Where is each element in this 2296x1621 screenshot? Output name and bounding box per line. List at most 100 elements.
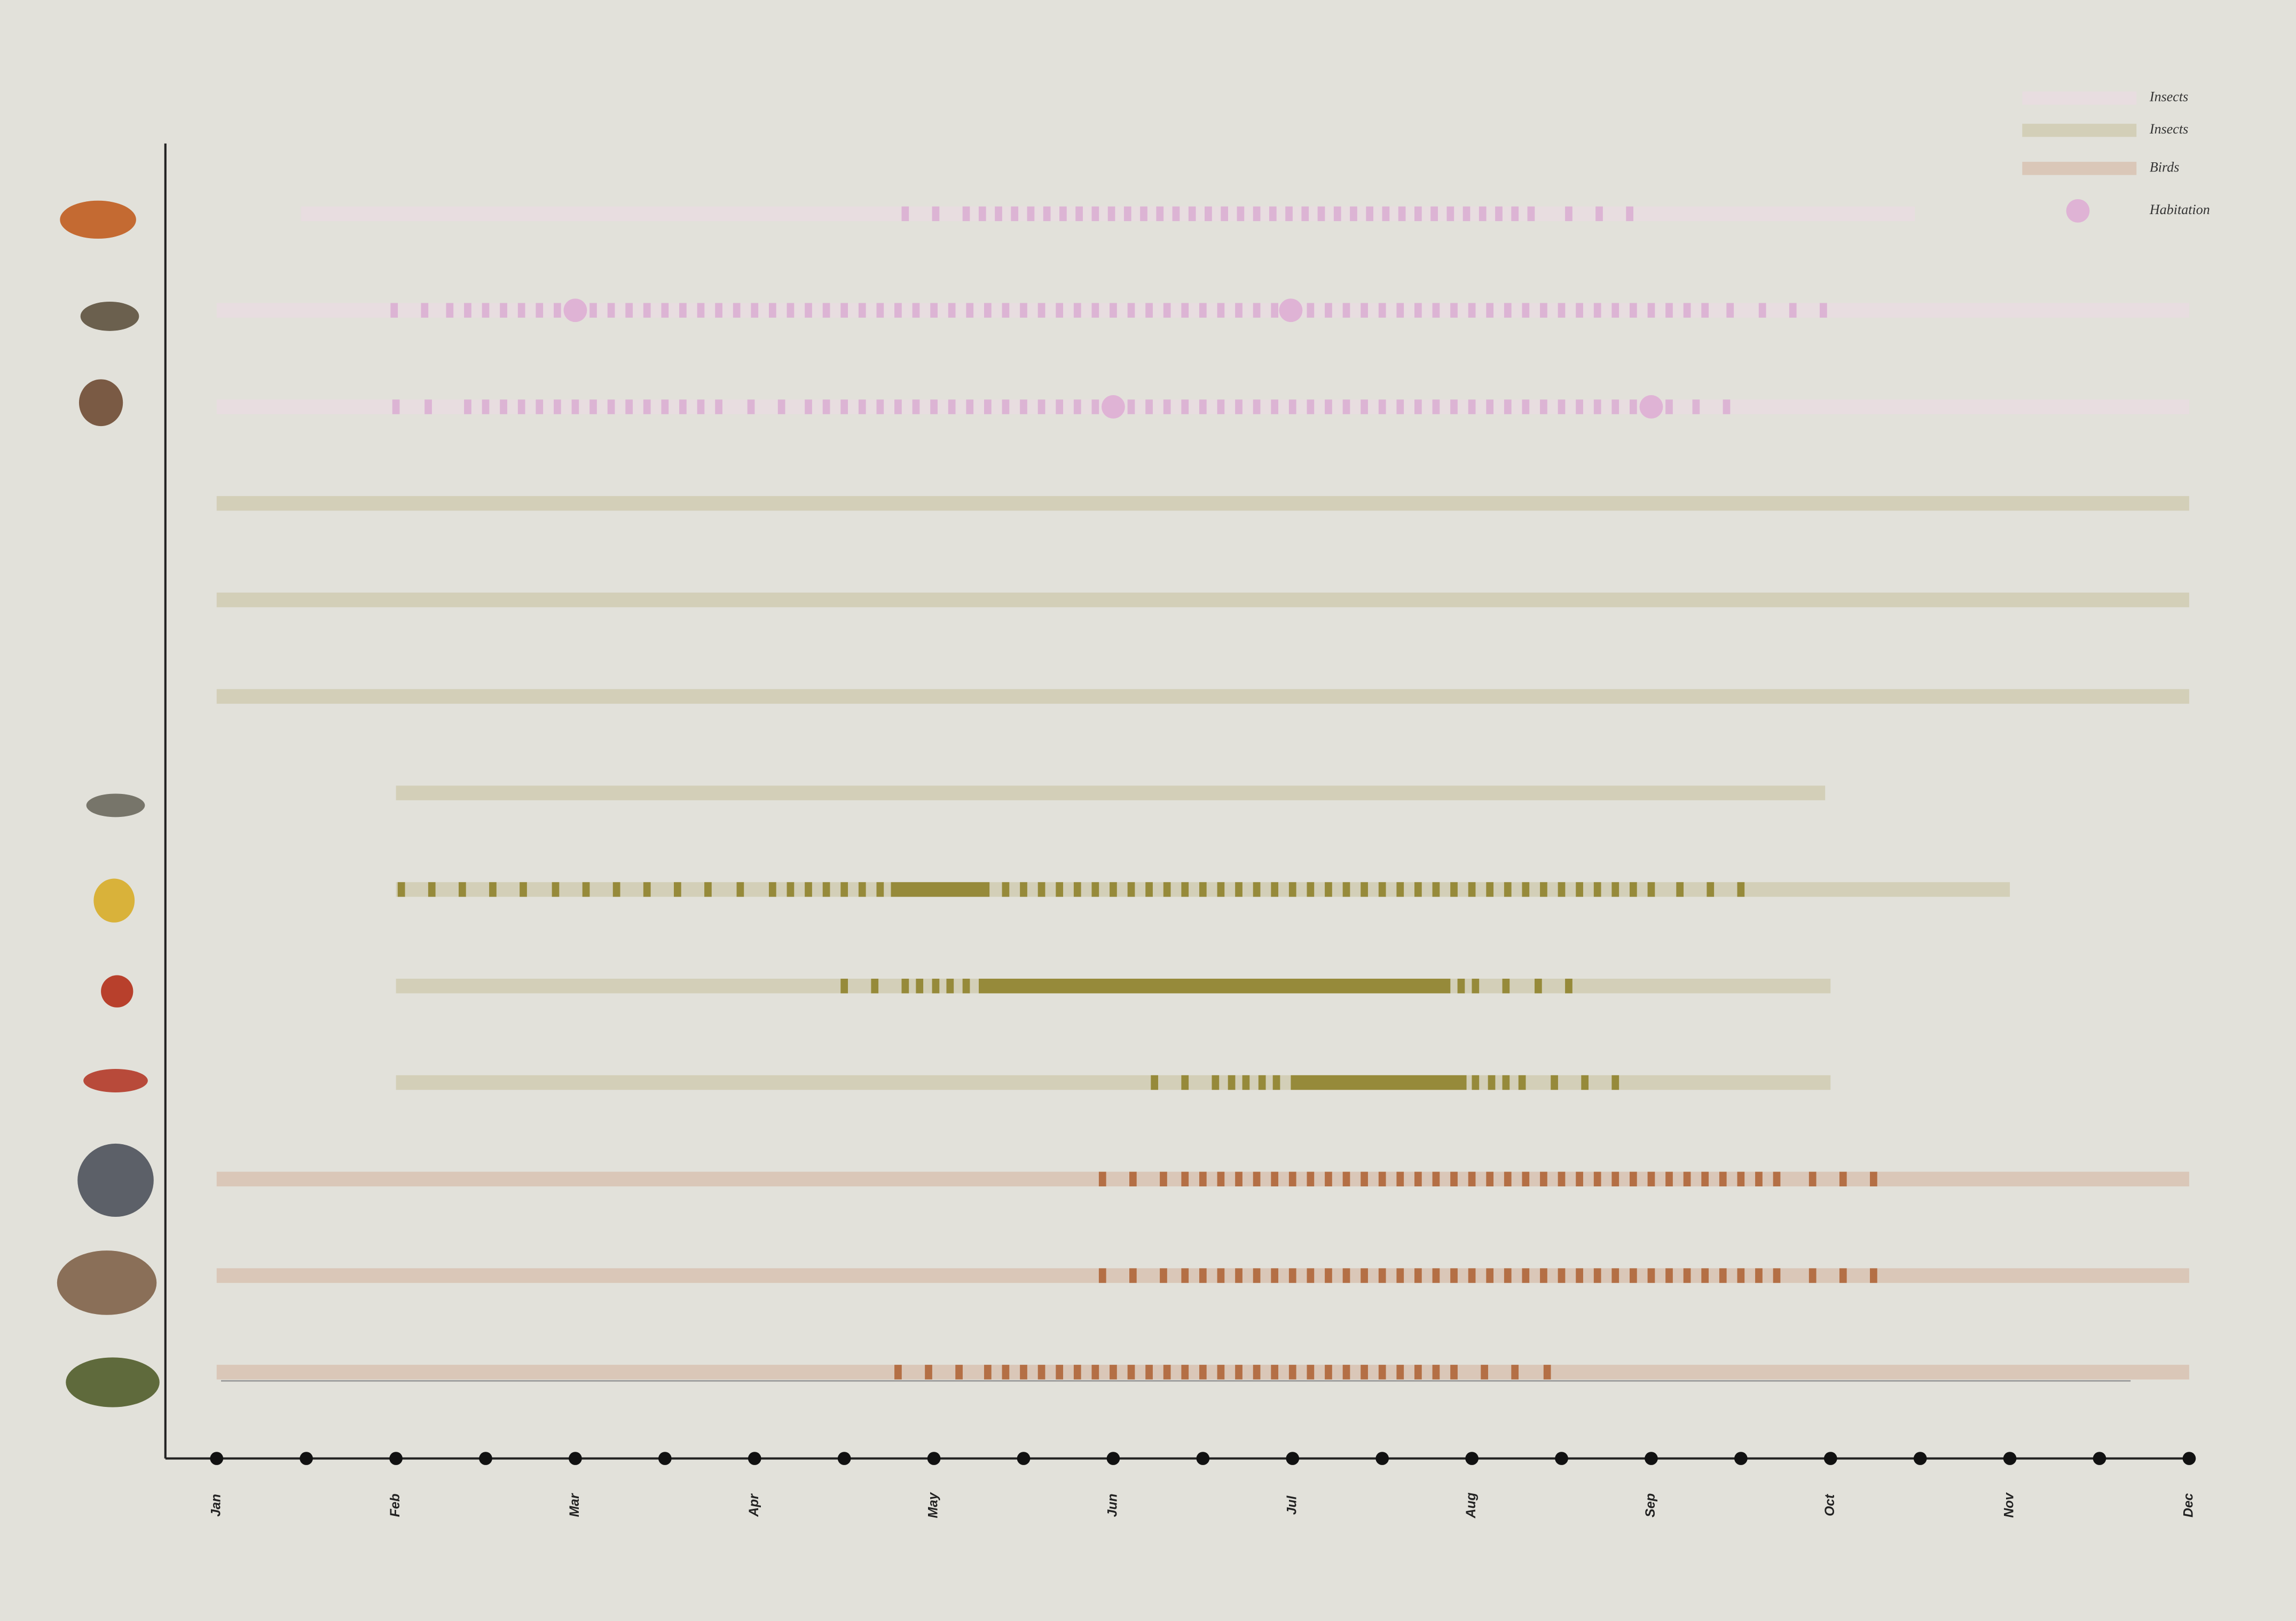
dash	[1432, 882, 1440, 897]
dash	[1502, 1075, 1510, 1090]
dash	[1020, 399, 1027, 414]
dash	[1540, 882, 1547, 897]
x-tick	[1465, 1452, 1479, 1465]
dash	[1212, 1075, 1220, 1090]
dash	[1502, 979, 1510, 994]
dash	[458, 882, 466, 897]
dash	[840, 882, 848, 897]
dash	[1457, 979, 1465, 994]
legend-label: Insects	[2149, 121, 2188, 137]
dash	[1504, 1171, 1512, 1187]
dash	[1002, 1365, 1010, 1380]
dash	[679, 303, 687, 318]
dash	[1737, 882, 1745, 897]
range-band	[216, 689, 2189, 704]
dash	[1593, 303, 1601, 318]
dash	[1450, 1365, 1458, 1380]
dash	[1217, 1171, 1225, 1187]
dash	[536, 399, 544, 414]
dash	[1151, 1075, 1159, 1090]
dash	[932, 206, 940, 222]
range-band	[396, 785, 1826, 800]
dash	[876, 303, 884, 318]
dash	[1317, 206, 1325, 222]
dash	[1160, 1268, 1167, 1283]
dash	[1665, 1268, 1673, 1283]
dash	[1205, 206, 1212, 222]
dash	[1839, 1171, 1847, 1187]
habitation-dot	[1639, 395, 1663, 419]
dash	[1629, 399, 1637, 414]
dash	[1737, 1171, 1745, 1187]
dash	[1091, 303, 1099, 318]
dash	[1430, 206, 1438, 222]
dash	[1414, 882, 1422, 897]
dash	[1468, 1268, 1476, 1283]
dash	[858, 399, 866, 414]
dash	[1325, 1365, 1332, 1380]
dash	[1271, 1268, 1279, 1283]
dash	[1504, 303, 1512, 318]
dash	[1396, 1365, 1404, 1380]
dash	[582, 882, 590, 897]
dash	[1163, 882, 1171, 897]
dash	[1629, 1268, 1637, 1283]
dash	[1145, 1365, 1153, 1380]
x-minor-tick	[658, 1452, 672, 1465]
dash	[1020, 303, 1027, 318]
dash	[1611, 1171, 1619, 1187]
dash	[1576, 399, 1583, 414]
dash	[1333, 206, 1341, 222]
dash	[1228, 1075, 1236, 1090]
dash	[1450, 1171, 1458, 1187]
dash	[520, 882, 527, 897]
dash	[397, 882, 405, 897]
dash	[1181, 399, 1189, 414]
dash	[1611, 1075, 1619, 1090]
dash	[1789, 303, 1797, 318]
dash	[1288, 1365, 1296, 1380]
dash	[978, 206, 986, 222]
dash	[1576, 303, 1583, 318]
dash	[552, 882, 560, 897]
dash	[840, 979, 848, 994]
dash	[1511, 206, 1519, 222]
dash	[932, 979, 940, 994]
dash	[1382, 206, 1390, 222]
dash	[1172, 206, 1180, 222]
dash	[901, 979, 909, 994]
active-bar	[891, 882, 990, 897]
dash	[1701, 1171, 1709, 1187]
dash	[901, 206, 909, 222]
dash	[1366, 206, 1374, 222]
dash	[1107, 206, 1115, 222]
dash	[1701, 1268, 1709, 1283]
dash	[736, 882, 744, 897]
dash	[1056, 882, 1064, 897]
dash	[1479, 206, 1487, 222]
dash	[1181, 1075, 1189, 1090]
dash	[1683, 1268, 1691, 1283]
dash	[589, 399, 597, 414]
dash	[1163, 303, 1171, 318]
dash	[1593, 399, 1601, 414]
dash	[1692, 399, 1700, 414]
dash	[1098, 1268, 1106, 1283]
dash	[1396, 882, 1404, 897]
dash	[1551, 1075, 1558, 1090]
dash	[1611, 399, 1619, 414]
fox-icon	[60, 200, 136, 239]
dash	[643, 399, 651, 414]
dash	[1037, 1365, 1045, 1380]
dash	[1163, 1365, 1171, 1380]
dash	[1199, 399, 1207, 414]
dash	[1271, 303, 1279, 318]
x-minor-tick	[2093, 1452, 2106, 1465]
dash	[876, 882, 884, 897]
legend-swatch	[2022, 91, 2137, 105]
dash	[1073, 399, 1081, 414]
dash	[1285, 206, 1293, 222]
dash	[1253, 882, 1261, 897]
dash	[1188, 206, 1196, 222]
dash	[1558, 303, 1566, 318]
